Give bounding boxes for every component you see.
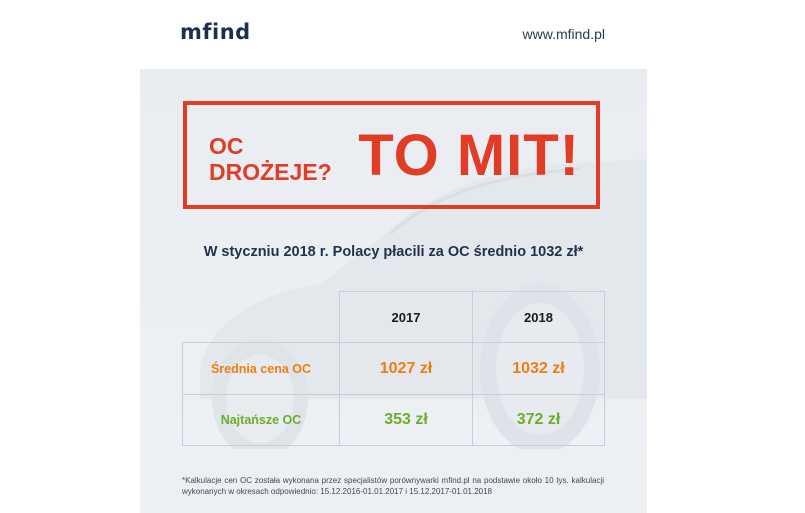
headline-box: OC DROŻEJE? TO MIT!	[183, 101, 600, 209]
table-divider	[182, 445, 604, 446]
table-divider	[472, 291, 473, 446]
table-divider	[339, 291, 340, 446]
table-divider	[182, 342, 183, 446]
headline-answer: TO MIT!	[358, 123, 580, 188]
cheapest-price-2017: 353 zł	[384, 411, 428, 428]
subtitle: W styczniu 2018 r. Polacy płacili za OC …	[203, 244, 584, 260]
headline-question-line1: OC	[209, 133, 244, 159]
footnote: *Kalkulacje cen OC została wykonana prze…	[182, 476, 604, 497]
headline-question-line2: DROŻEJE?	[209, 159, 332, 185]
infographic-card: mfind www.mfind.pl OC DROŻEJE? TO MIT! W…	[140, 0, 647, 513]
mfind-logo[interactable]: mfind	[180, 20, 251, 44]
table-divider	[182, 394, 604, 395]
cheapest-price-2018: 372 zł	[516, 411, 561, 428]
table-divider	[339, 291, 604, 292]
table-divider	[604, 291, 605, 446]
row-label-average-price: Średnia cena OC	[210, 361, 312, 376]
row-label-cheapest-price: Najtańsze OC	[220, 413, 302, 427]
average-price-2018: 1032 zł	[512, 359, 565, 377]
website-url[interactable]: www.mfind.pl	[522, 26, 605, 42]
column-header-2018: 2018	[524, 309, 553, 325]
header-bar: mfind www.mfind.pl	[140, 0, 647, 69]
average-price-2017: 1027 zł	[379, 359, 433, 377]
table-divider	[182, 342, 604, 343]
column-header-2017: 2017	[391, 309, 421, 325]
